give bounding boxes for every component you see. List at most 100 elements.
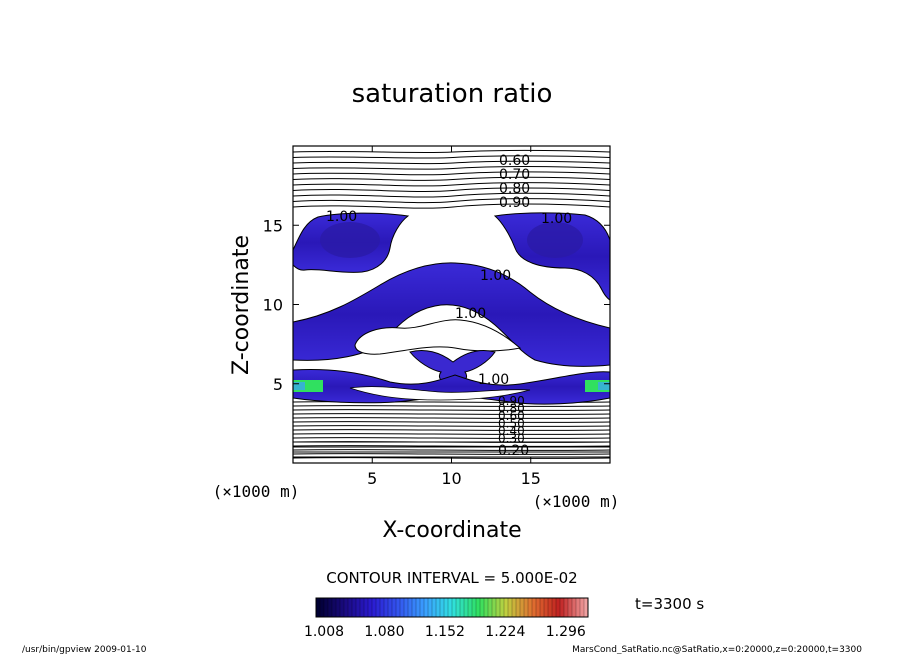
colorbar-swatch bbox=[516, 598, 521, 617]
colorbar-swatch bbox=[464, 598, 469, 617]
colorbar-swatch bbox=[452, 598, 457, 617]
colorbar-swatch bbox=[468, 598, 473, 617]
y-tick-label: 5 bbox=[273, 375, 283, 394]
colorbar-swatch bbox=[400, 598, 405, 617]
colorbar-swatch bbox=[380, 598, 385, 617]
colorbar-swatch bbox=[384, 598, 389, 617]
x-axis-label: X-coordinate bbox=[382, 518, 521, 543]
contour-label: 0.80 bbox=[499, 181, 530, 197]
contour-label: 0.90 bbox=[498, 394, 525, 408]
contour-line bbox=[293, 445, 610, 447]
contour-line bbox=[293, 421, 610, 423]
contour-label: 0.60 bbox=[498, 409, 525, 423]
contour-label: 0.40 bbox=[498, 424, 525, 438]
colorbar-swatch bbox=[336, 598, 341, 617]
colorbar-swatch bbox=[440, 598, 445, 617]
colorbar-swatch bbox=[504, 598, 509, 617]
colorbar-swatch bbox=[544, 598, 549, 617]
colorbar-swatch bbox=[552, 598, 557, 617]
colorbar-swatch bbox=[496, 598, 501, 617]
time-label: t=3300 s bbox=[635, 595, 704, 613]
colorbar-swatch bbox=[320, 598, 325, 617]
contour-line bbox=[293, 176, 610, 181]
colorbar-swatch bbox=[572, 598, 577, 617]
contour-line bbox=[293, 405, 610, 407]
colorbar-swatch bbox=[472, 598, 477, 617]
y-tick-label: 15 bbox=[263, 216, 283, 235]
contour-label: 0.30 bbox=[498, 432, 525, 446]
colorbar-swatch bbox=[324, 598, 329, 617]
contour-label: 0.70 bbox=[499, 167, 530, 183]
colorbar-swatch bbox=[584, 598, 589, 617]
supersaturation-region-center bbox=[409, 349, 496, 389]
contour-labels-one: 1.00 1.00 1.00 1.00 1.00 bbox=[326, 209, 572, 388]
colorbar-swatch bbox=[404, 598, 409, 617]
colorbar-swatch bbox=[500, 598, 505, 617]
colorbar-swatch bbox=[352, 598, 357, 617]
colorbar-swatch bbox=[376, 598, 381, 617]
colorbar-swatch bbox=[392, 598, 397, 617]
y-tick-label: 10 bbox=[263, 296, 283, 315]
contour-labels-top: 0.600.700.800.90 bbox=[499, 153, 530, 211]
high-value-strip-right-edge bbox=[598, 382, 610, 390]
colorbar-swatch bbox=[372, 598, 377, 617]
contour-label: 1.00 bbox=[455, 306, 486, 322]
colorbar-tick-label: 1.008 bbox=[304, 624, 344, 640]
colorbar-swatch bbox=[540, 598, 545, 617]
colorbar-swatch bbox=[492, 598, 497, 617]
colorbar-swatch bbox=[424, 598, 429, 617]
contour-interval-text: CONTOUR INTERVAL = 5.000E-02 bbox=[326, 569, 577, 587]
high-value-strip-left-edge bbox=[293, 382, 305, 390]
colorbar-swatch bbox=[364, 598, 369, 617]
colorbar-swatch bbox=[348, 598, 353, 617]
contour-line bbox=[293, 417, 610, 419]
contour-line bbox=[293, 453, 610, 455]
colorbar-swatch bbox=[580, 598, 585, 617]
colorbar-swatch bbox=[456, 598, 461, 617]
colorbar-swatch bbox=[476, 598, 481, 617]
contour-line bbox=[293, 429, 610, 431]
lower-contour-lines bbox=[293, 401, 610, 459]
contour-label: 0.50 bbox=[498, 417, 525, 431]
colorbar-tick-label: 1.152 bbox=[425, 624, 465, 640]
footer-right: MarsCond_SatRatio.nc@SatRatio,x=0:20000,… bbox=[572, 645, 862, 654]
colorbar-swatch bbox=[556, 598, 561, 617]
contour-line bbox=[293, 413, 610, 415]
colorbar-swatch bbox=[356, 598, 361, 617]
contour-line bbox=[293, 433, 610, 435]
colorbar-swatch bbox=[560, 598, 565, 617]
y-axis-ticks: 5 10 15 bbox=[263, 216, 610, 394]
colorbar bbox=[315, 598, 589, 617]
x-tick-label: 10 bbox=[441, 469, 461, 488]
supersaturation-core-upper-right bbox=[527, 222, 583, 258]
colorbar-swatch bbox=[532, 598, 537, 617]
colorbar-swatch bbox=[460, 598, 465, 617]
colorbar-swatch bbox=[444, 598, 449, 617]
colorbar-swatch bbox=[388, 598, 393, 617]
colorbar-swatch bbox=[420, 598, 425, 617]
contour-line bbox=[293, 425, 610, 427]
colorbar-swatch bbox=[448, 598, 453, 617]
x-axis-ticks: 5 10 15 bbox=[367, 146, 541, 488]
y-axis-label: Z-coordinate bbox=[229, 235, 254, 375]
z-unit-label: (×1000 m) bbox=[533, 492, 620, 511]
contour-line bbox=[293, 171, 610, 176]
contour-label: 0.80 bbox=[498, 402, 525, 416]
x-tick-label: 5 bbox=[367, 469, 377, 488]
colorbar-swatch bbox=[524, 598, 529, 617]
colorbar-swatch bbox=[316, 598, 321, 617]
x-unit-label: (×1000 m) bbox=[213, 482, 300, 501]
colorbar-swatch bbox=[432, 598, 437, 617]
colorbar-swatch bbox=[436, 598, 441, 617]
colorbar-swatch bbox=[340, 598, 345, 617]
colorbar-swatch bbox=[344, 598, 349, 617]
contour-label: 0.90 bbox=[499, 195, 530, 211]
contour-line bbox=[293, 160, 610, 165]
contour-line bbox=[293, 449, 610, 451]
white-pocket-lower bbox=[349, 386, 531, 401]
colorbar-swatch bbox=[408, 598, 413, 617]
supersaturation-core-upper-left bbox=[320, 222, 380, 258]
colorbar-swatch bbox=[528, 598, 533, 617]
colorbar-swatch bbox=[568, 598, 573, 617]
contour-label: 1.00 bbox=[480, 268, 511, 284]
